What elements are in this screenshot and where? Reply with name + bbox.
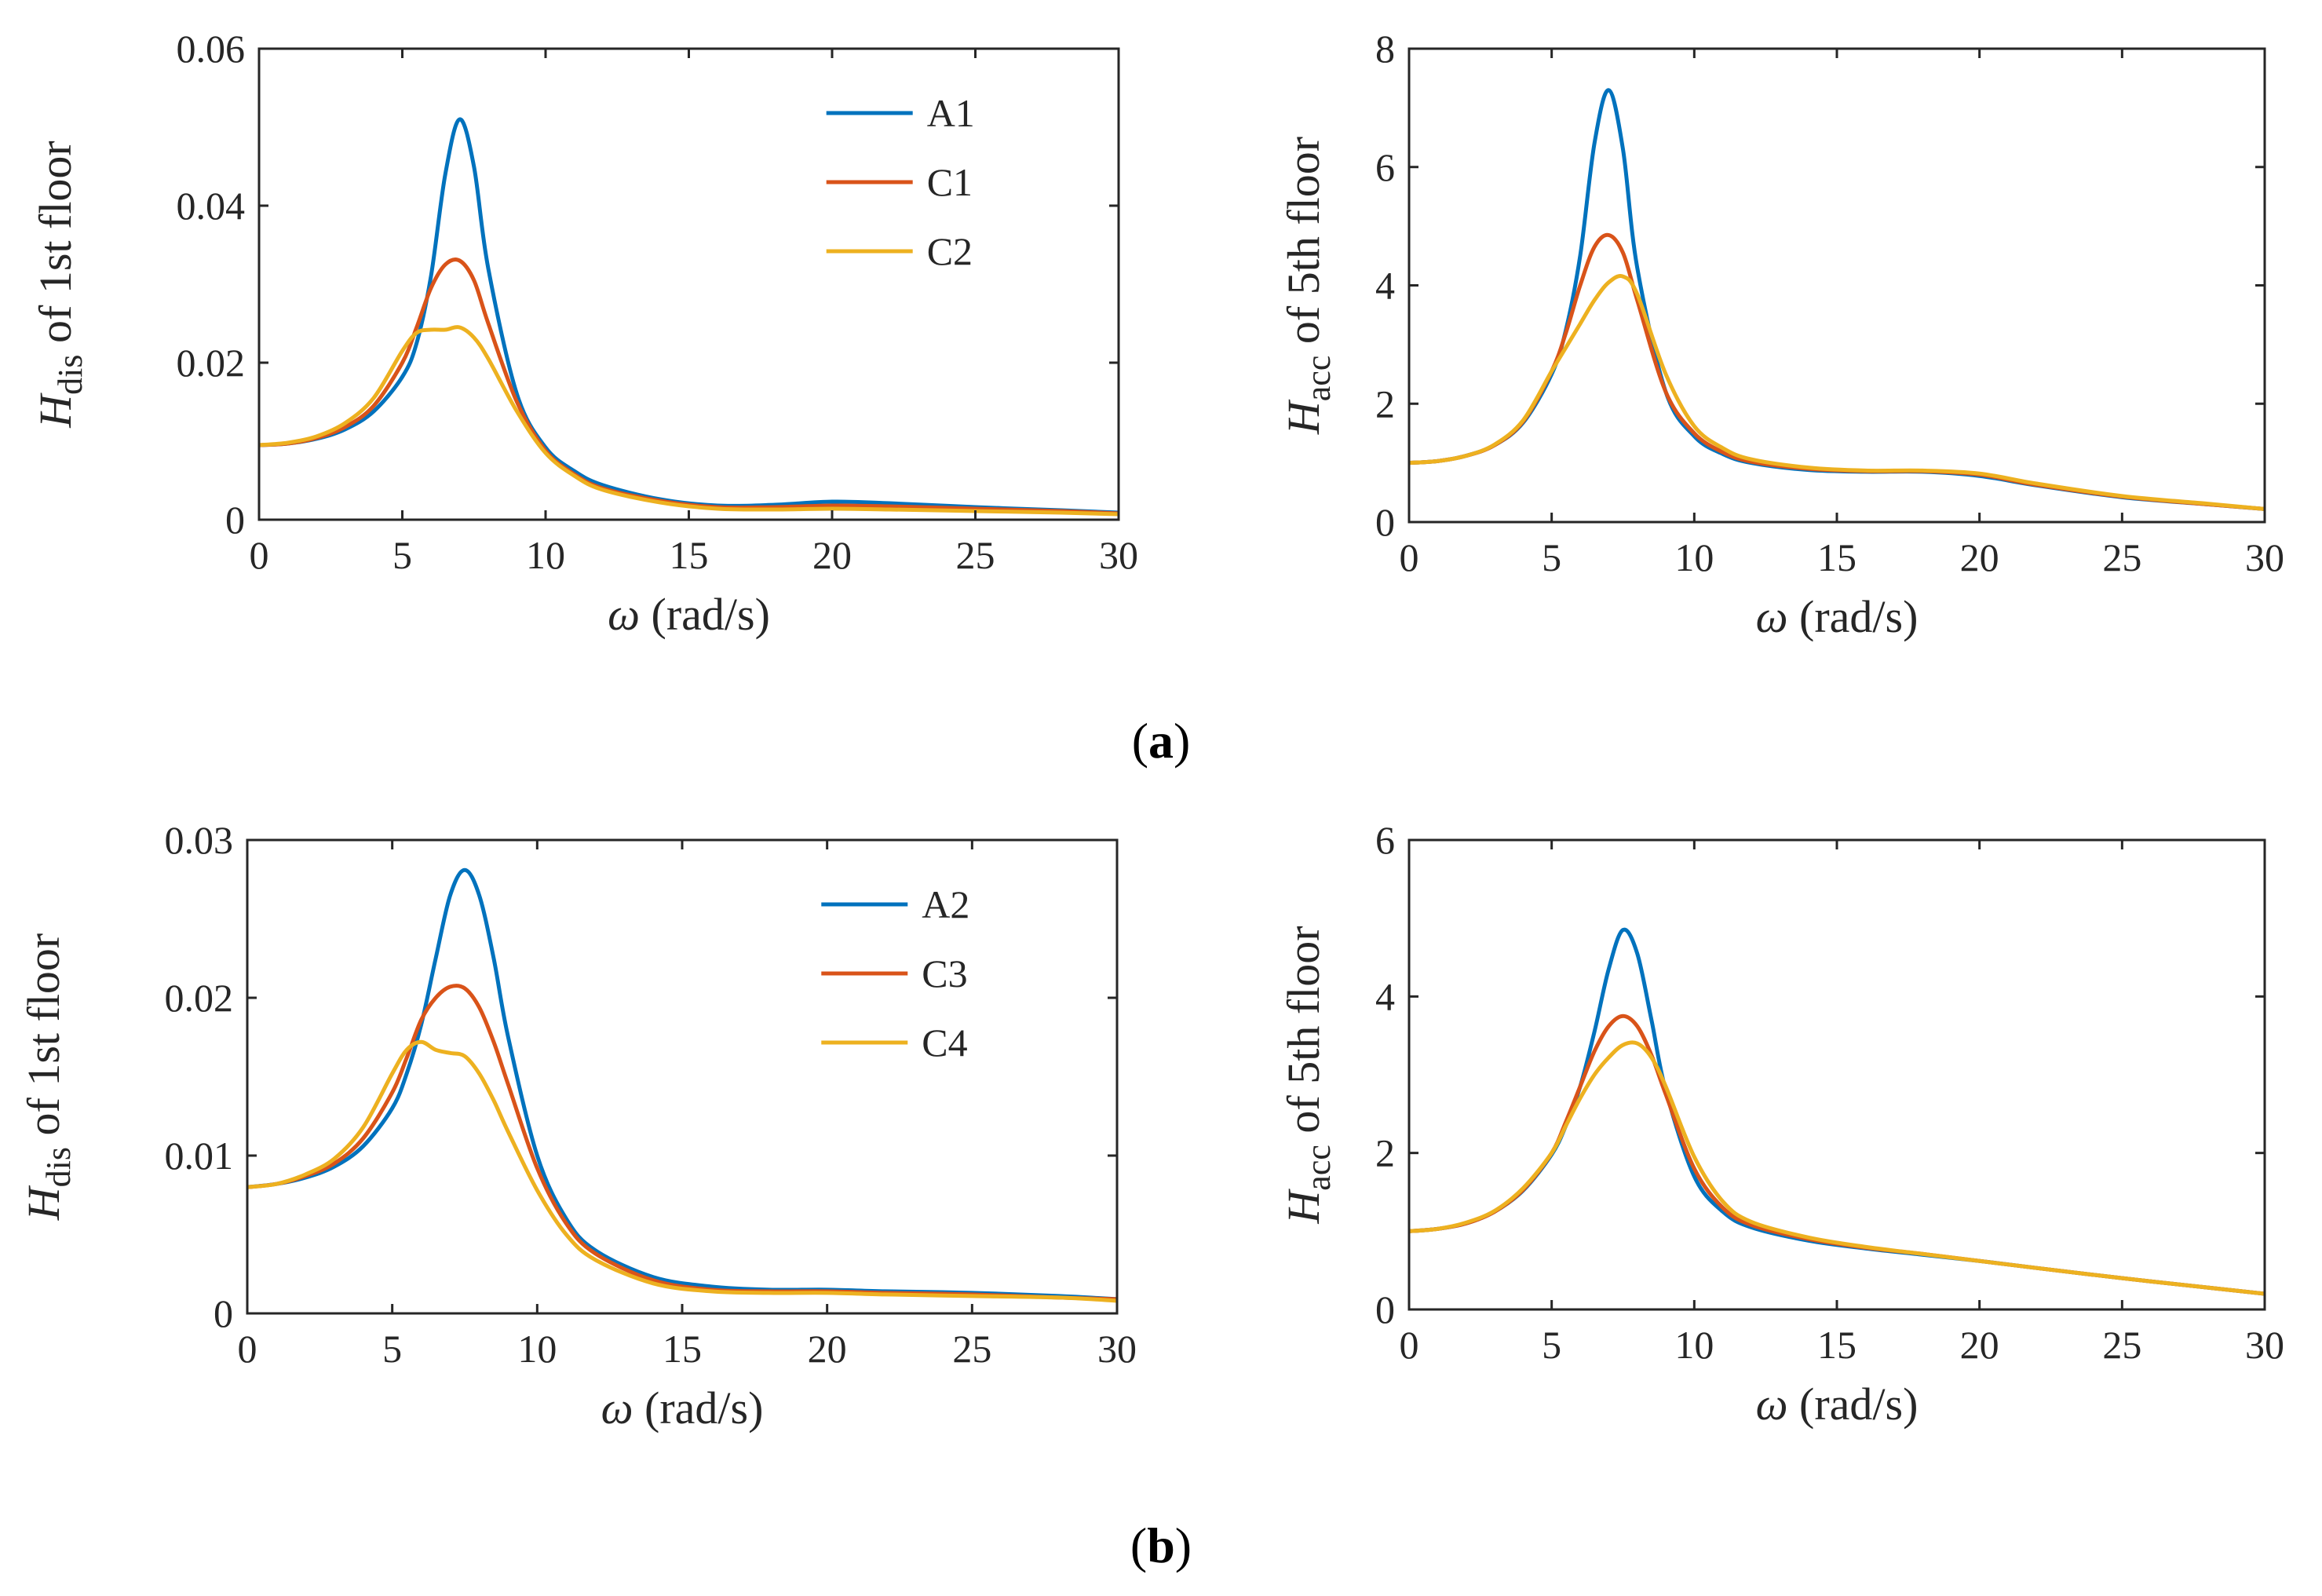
series-line-c4 <box>247 1039 1117 1303</box>
series-line-a1 <box>1409 88 2265 511</box>
x-tick-label: 10 <box>526 533 565 577</box>
chart-panel-3: 0 5 10 15 20 25 30 0 0.01 0.02 0.03 ω (rad/s) Hdis o… <box>18 818 1137 1433</box>
chart-panel-1: 0 5 10 15 20 25 30 0 0.02 0.04 0.06 ω (rad/s) Hdis o… <box>30 27 1138 640</box>
y-axis-label: Hacc of 5th floor <box>1278 926 1338 1224</box>
axes-frame <box>257 47 1120 521</box>
series-line-c3 <box>247 984 1117 1302</box>
y-tick-label: 0.06 <box>177 27 246 71</box>
y-tick-label: 0.02 <box>165 976 234 1020</box>
series-line-c2 <box>1409 274 2265 511</box>
legend-label-c1: C1 <box>927 160 973 204</box>
y-tick-label: 4 <box>1375 264 1395 308</box>
x-tick-label: 20 <box>1960 535 1999 579</box>
y-tick-label: 0.01 <box>165 1134 234 1178</box>
panel-label-b: (b) <box>1130 1517 1192 1573</box>
x-tick-label: 25 <box>2102 535 2141 579</box>
legend-label-c2: C2 <box>927 229 973 273</box>
series-line-c1 <box>259 257 1119 516</box>
y-tick-label: 0.03 <box>165 818 234 862</box>
x-tick-label: 15 <box>663 1327 702 1371</box>
x-axis-label: ω (rad/s) <box>608 589 770 640</box>
legend: A2 C3 C4 <box>821 882 969 1065</box>
y-tick-label: 0 <box>214 1291 233 1335</box>
chart-panel-2: 0 5 10 15 20 25 30 0 2 4 6 8 ω (rad/s) Hacc of 5th fl… <box>1278 27 2284 642</box>
series-line-a2 <box>247 867 1117 1302</box>
y-tick-label: 0.02 <box>177 341 246 385</box>
legend: A1 C1 C2 <box>826 91 975 273</box>
series-line-c2 <box>259 325 1119 517</box>
legend-label-a2: A2 <box>922 882 969 926</box>
y-tick-label: 0 <box>1375 1287 1395 1331</box>
series-line-c4 <box>1409 1040 2265 1296</box>
x-tick-label: 15 <box>670 533 709 577</box>
y-tick-label: 6 <box>1375 818 1395 862</box>
x-tick-label: 5 <box>1542 535 1561 579</box>
x-axis-label: ω (rad/s) <box>601 1382 764 1433</box>
x-tick-label: 0 <box>238 1327 257 1371</box>
series-line-c3 <box>1409 1013 2265 1296</box>
x-tick-label: 30 <box>2245 535 2284 579</box>
x-tick-label: 10 <box>517 1327 557 1371</box>
x-tick-label: 0 <box>1400 1323 1419 1367</box>
x-tick-label: 30 <box>1099 533 1138 577</box>
y-tick-label: 2 <box>1375 1131 1395 1175</box>
x-tick-label: 20 <box>808 1327 847 1371</box>
x-tick-label: 10 <box>1674 535 1714 579</box>
y-axis-label: Hacc of 5th floor <box>1278 137 1338 435</box>
legend-label-c4: C4 <box>922 1021 967 1065</box>
x-tick-label: 25 <box>956 533 995 577</box>
panel-label-a: (a) <box>1132 713 1191 769</box>
y-tick-label: 0 <box>225 498 245 542</box>
series-line-a1 <box>259 117 1119 515</box>
y-tick-label: 4 <box>1375 974 1395 1018</box>
y-axis-label: Hdis of 1st floor <box>18 933 78 1222</box>
x-tick-label: 15 <box>1817 535 1857 579</box>
x-tick-label: 20 <box>1960 1323 1999 1367</box>
axes-frame <box>1407 838 2266 1311</box>
y-tick-label: 6 <box>1375 145 1395 189</box>
x-tick-label: 10 <box>1674 1323 1714 1367</box>
y-tick-label: 0.04 <box>177 184 246 228</box>
axes-frame <box>1407 47 2266 524</box>
x-axis-label: ω (rad/s) <box>1756 591 1919 642</box>
x-tick-label: 5 <box>392 533 412 577</box>
x-tick-label: 30 <box>1097 1327 1137 1371</box>
x-tick-label: 0 <box>250 533 269 577</box>
x-axis-label: ω (rad/s) <box>1756 1379 1919 1430</box>
x-tick-label: 20 <box>812 533 852 577</box>
x-tick-label: 15 <box>1817 1323 1857 1367</box>
legend-label-c3: C3 <box>922 951 967 995</box>
legend-label-a1: A1 <box>927 91 975 135</box>
series-line-a2 <box>1409 927 2265 1296</box>
y-axis-label: Hdis of 1st floor <box>30 141 89 429</box>
axes-frame <box>246 838 1119 1315</box>
y-tick-label: 8 <box>1375 27 1395 71</box>
x-tick-label: 30 <box>2245 1323 2284 1367</box>
x-tick-label: 25 <box>2102 1323 2141 1367</box>
x-tick-label: 5 <box>382 1327 402 1371</box>
y-tick-label: 0 <box>1375 500 1395 544</box>
x-tick-label: 0 <box>1400 535 1419 579</box>
chart-panel-4: 0 5 10 15 20 25 30 0 2 4 6 ω (rad/s) Hacc of 5th flo… <box>1278 818 2284 1430</box>
x-tick-label: 25 <box>952 1327 991 1371</box>
y-tick-label: 2 <box>1375 382 1395 425</box>
x-tick-label: 5 <box>1542 1323 1561 1367</box>
